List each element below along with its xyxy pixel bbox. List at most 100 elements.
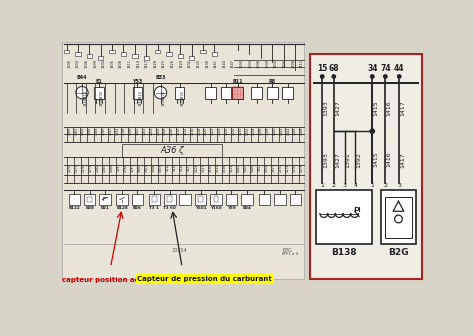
Text: 1442: 1442 xyxy=(279,127,283,135)
Text: Y501: Y501 xyxy=(195,206,206,210)
Text: B26: B26 xyxy=(133,206,142,210)
Text: 1436: 1436 xyxy=(222,163,227,172)
Text: 1399: 1399 xyxy=(265,59,269,68)
Text: T3 60: T3 60 xyxy=(164,206,176,210)
Circle shape xyxy=(383,75,387,78)
Bar xyxy=(226,194,237,205)
Text: 1394: 1394 xyxy=(124,163,128,172)
Text: 1444: 1444 xyxy=(286,127,290,135)
Bar xyxy=(189,56,194,60)
Text: 1373: 1373 xyxy=(286,163,290,172)
Text: 1444: 1444 xyxy=(222,59,227,68)
Circle shape xyxy=(155,87,167,99)
Text: 3: 3 xyxy=(397,182,401,187)
Text: 1376: 1376 xyxy=(293,163,297,172)
Text: 1: 1 xyxy=(320,182,324,187)
Text: 1442: 1442 xyxy=(237,163,240,172)
Text: B34: B34 xyxy=(242,206,251,210)
Bar xyxy=(205,86,216,99)
Text: B11: B11 xyxy=(232,79,243,84)
Text: B21: B21 xyxy=(100,206,109,210)
Text: 1420: 1420 xyxy=(204,127,208,135)
Text: 1440: 1440 xyxy=(273,127,276,135)
Text: 1418: 1418 xyxy=(197,127,201,135)
Text: 1427: 1427 xyxy=(335,152,340,168)
Text: 1434: 1434 xyxy=(252,127,256,135)
Text: 1393: 1393 xyxy=(323,152,328,168)
Text: 1386: 1386 xyxy=(88,127,92,135)
Text: 1415: 1415 xyxy=(173,163,177,171)
Bar xyxy=(198,196,203,202)
Text: 1410: 1410 xyxy=(138,90,143,99)
Text: 1400: 1400 xyxy=(100,90,104,99)
Bar xyxy=(87,197,92,202)
Bar xyxy=(122,144,222,157)
Text: 1370: 1370 xyxy=(279,163,283,172)
Text: 1408: 1408 xyxy=(119,59,123,68)
Text: 1379: 1379 xyxy=(89,163,92,172)
Circle shape xyxy=(320,75,324,78)
Text: 1400: 1400 xyxy=(162,90,166,99)
Bar xyxy=(109,50,115,53)
Text: 2: 2 xyxy=(383,182,387,187)
Bar xyxy=(241,194,253,205)
Text: 1427: 1427 xyxy=(335,100,340,116)
Text: B122: B122 xyxy=(68,206,80,210)
Text: 1416: 1416 xyxy=(191,127,194,135)
Text: 1424: 1424 xyxy=(194,163,198,172)
Text: 1447: 1447 xyxy=(231,59,235,68)
Text: 1435: 1435 xyxy=(197,59,201,68)
Text: B2G: B2G xyxy=(388,248,409,257)
Text: 1428: 1428 xyxy=(231,127,236,135)
Text: 1382: 1382 xyxy=(74,127,78,135)
Bar xyxy=(167,196,172,202)
Text: 1424: 1424 xyxy=(218,127,222,135)
Text: 1425: 1425 xyxy=(181,90,185,99)
Bar xyxy=(133,86,142,99)
Text: B38: B38 xyxy=(85,206,94,210)
Text: 1379: 1379 xyxy=(300,163,304,172)
Text: Y39: Y39 xyxy=(227,206,236,210)
Bar xyxy=(212,52,217,56)
Bar xyxy=(316,191,372,244)
Bar xyxy=(152,196,157,202)
Text: 1396: 1396 xyxy=(257,59,261,68)
Text: 1396: 1396 xyxy=(84,59,89,68)
Bar xyxy=(100,194,111,205)
Text: 1425: 1425 xyxy=(181,97,185,107)
Text: 1418: 1418 xyxy=(180,163,184,171)
Bar xyxy=(201,50,206,53)
Text: 1417: 1417 xyxy=(401,152,405,168)
Bar xyxy=(178,54,183,58)
Bar xyxy=(385,197,411,238)
Text: 68: 68 xyxy=(328,65,339,74)
Bar xyxy=(290,194,301,205)
Text: 1384: 1384 xyxy=(81,127,85,135)
Bar xyxy=(220,86,231,99)
Text: 1393: 1393 xyxy=(323,100,328,116)
Text: 1457: 1457 xyxy=(272,163,276,172)
Text: B44: B44 xyxy=(77,75,87,80)
Text: T3 1: T3 1 xyxy=(149,206,159,210)
Text: 1: 1 xyxy=(370,182,374,187)
Bar xyxy=(232,86,243,99)
Text: 3: 3 xyxy=(343,182,346,187)
Text: Y160: Y160 xyxy=(210,206,222,210)
Text: B138: B138 xyxy=(331,248,356,257)
Text: 1448: 1448 xyxy=(251,163,255,172)
Text: 1370: 1370 xyxy=(67,163,72,172)
Bar xyxy=(87,54,92,58)
Text: B33: B33 xyxy=(155,75,166,80)
Text: 1415: 1415 xyxy=(374,152,378,167)
Text: 1402: 1402 xyxy=(102,59,106,68)
Circle shape xyxy=(370,129,374,133)
Text: 1393: 1393 xyxy=(76,59,80,68)
Bar xyxy=(164,194,175,205)
Text: 1376: 1376 xyxy=(82,163,85,172)
Bar xyxy=(132,194,143,205)
Text: E1: E1 xyxy=(96,79,102,84)
Text: 1418: 1418 xyxy=(83,90,87,99)
Text: 1391: 1391 xyxy=(346,152,351,168)
Text: 1405: 1405 xyxy=(283,59,287,68)
Text: 1385: 1385 xyxy=(102,163,107,172)
